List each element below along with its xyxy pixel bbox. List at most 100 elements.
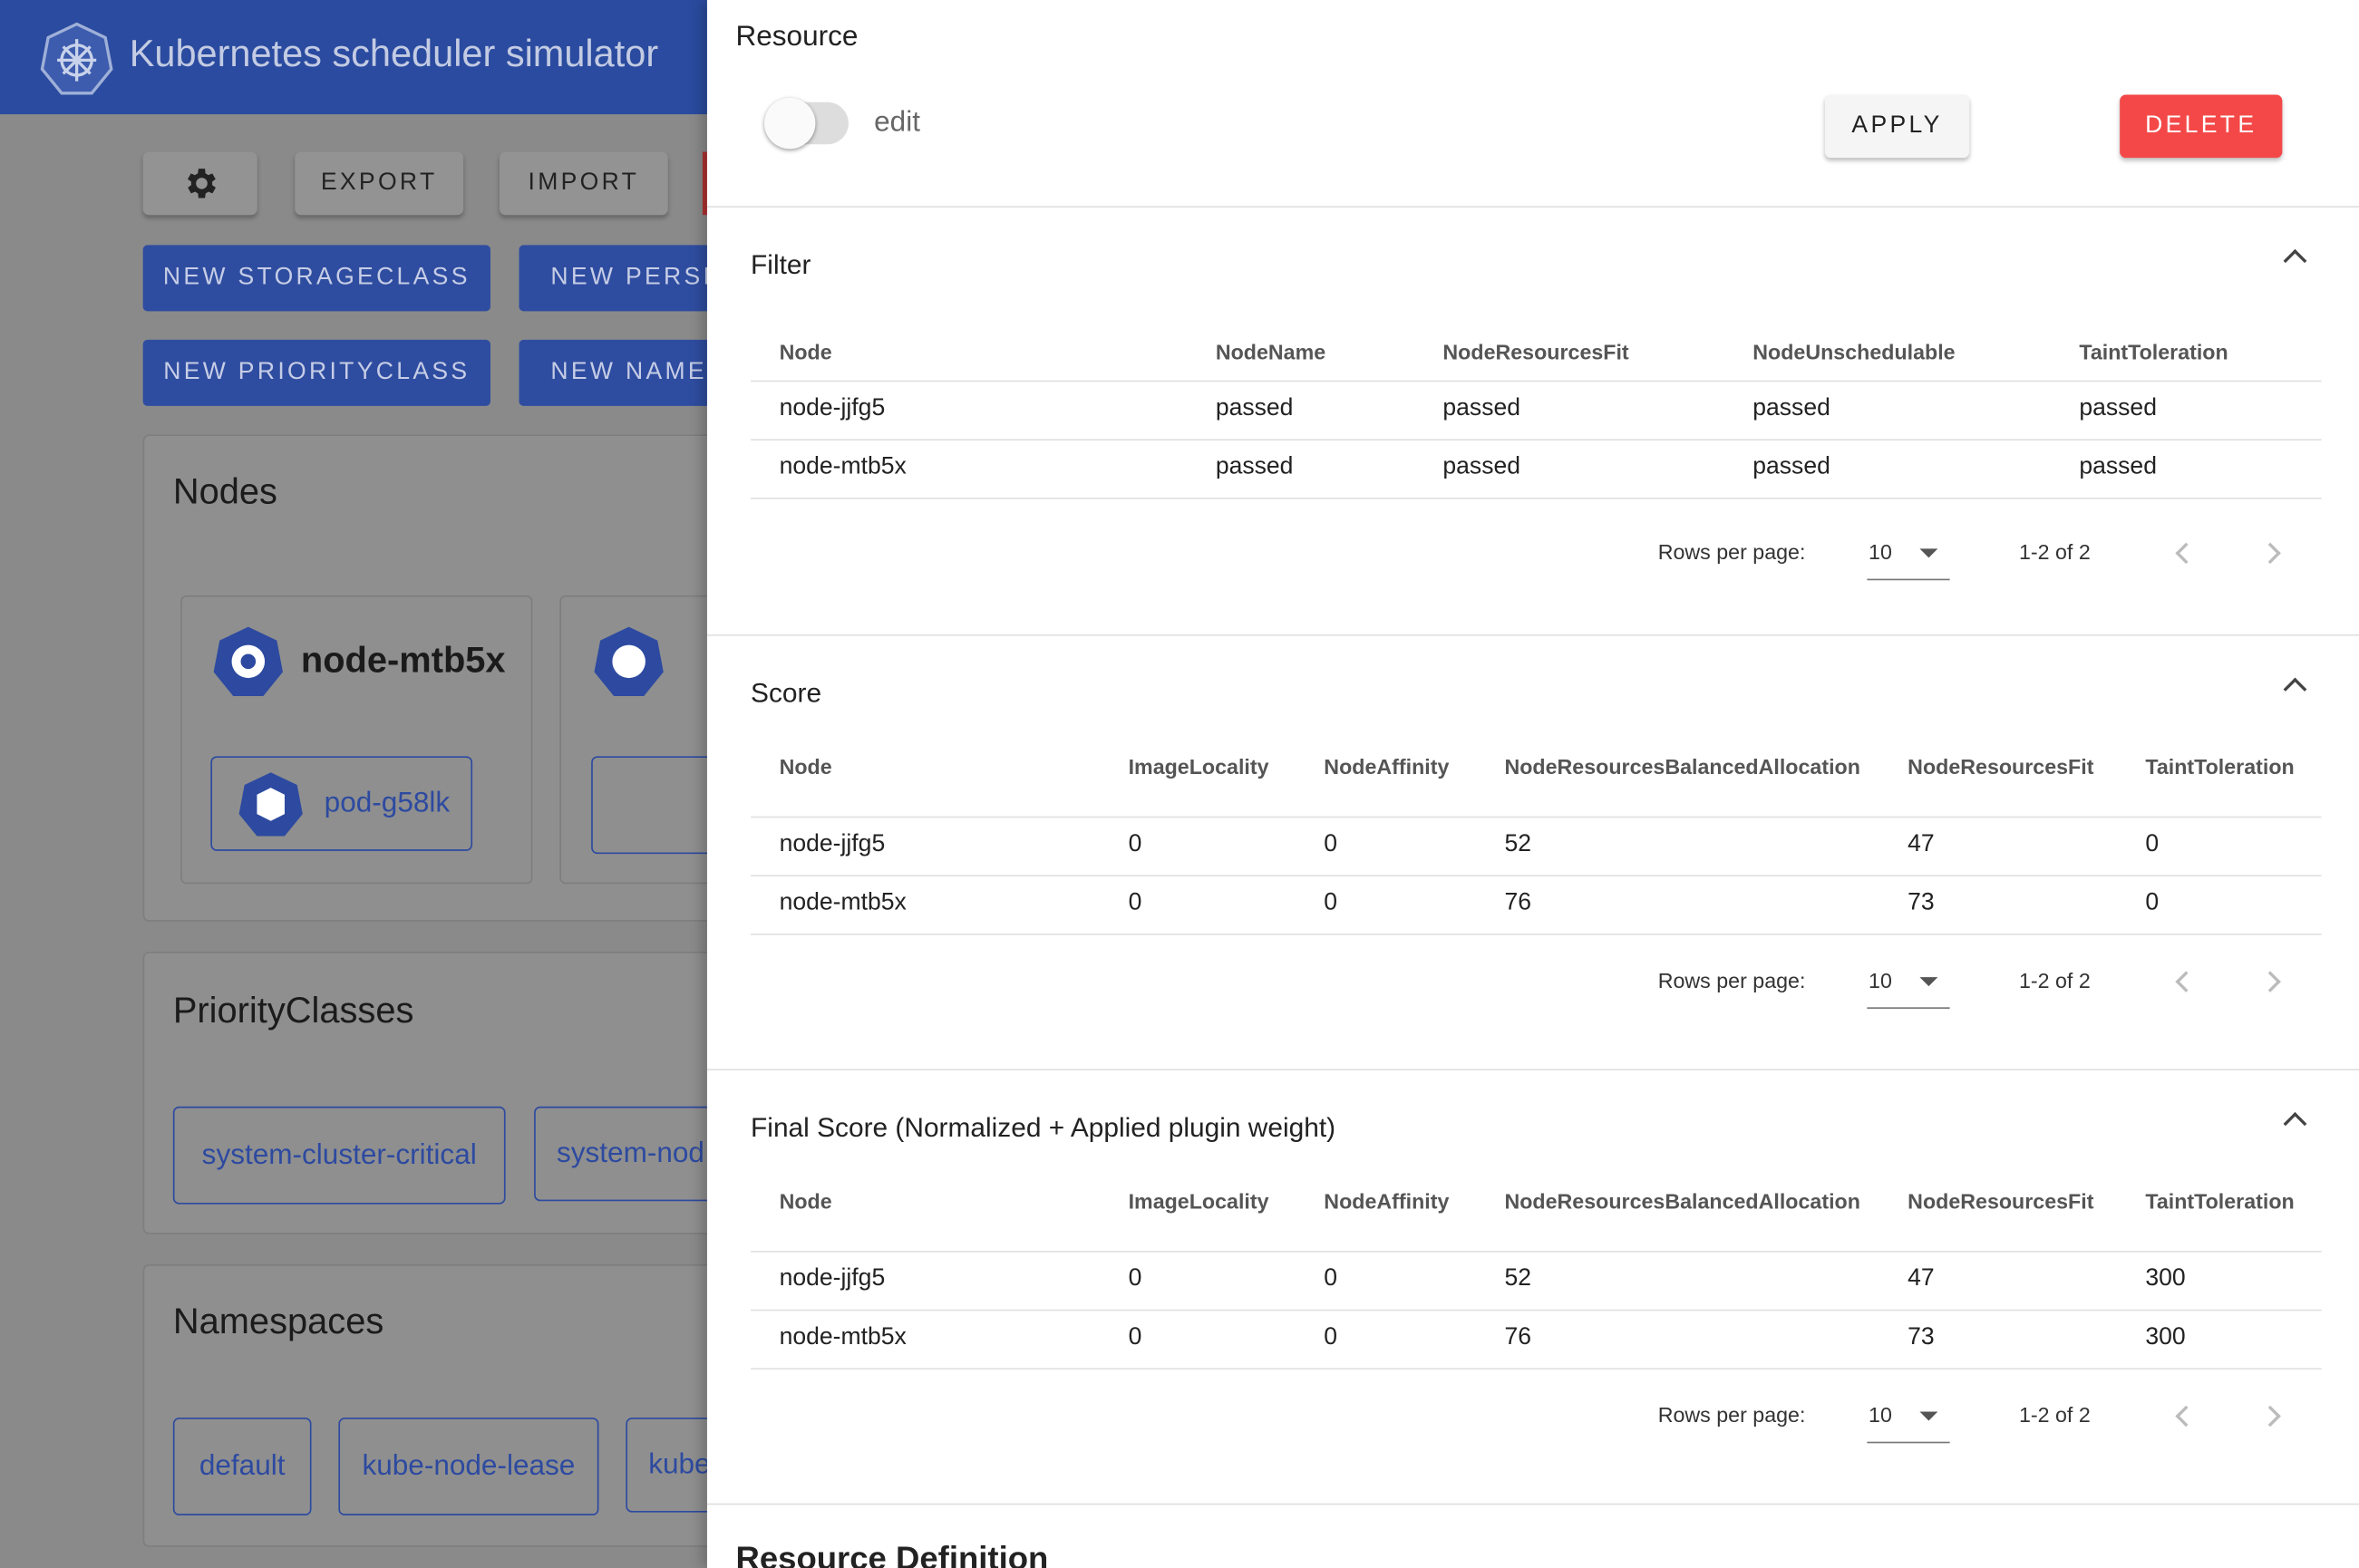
- column-header: Node: [779, 339, 832, 364]
- divider: [706, 1069, 2359, 1070]
- namespace-chip[interactable]: kube-node-lease: [338, 1418, 599, 1515]
- pod-icon: [238, 772, 303, 837]
- table-cell: 0: [1128, 1324, 1142, 1350]
- column-header: NodeResourcesFit: [1908, 1189, 2094, 1214]
- row-divider: [751, 380, 2322, 382]
- node-card[interactable]: [180, 595, 533, 885]
- column-header: Node: [779, 1189, 832, 1214]
- pod-chip[interactable]: pod-g58lk: [210, 756, 473, 851]
- divider: [706, 206, 2359, 208]
- table-cell: 0: [1128, 1265, 1142, 1292]
- table-cell: node-jjfg5: [779, 831, 886, 857]
- collapse-icon[interactable]: [2283, 1111, 2307, 1136]
- row-divider: [751, 1368, 2322, 1370]
- rows-per-page-select[interactable]: 10: [1869, 1402, 1892, 1428]
- node-name: node-mtb5x: [300, 640, 506, 682]
- table-cell: passed: [1752, 453, 1830, 480]
- toggle-label: edit: [874, 106, 920, 139]
- app-bar: Kubernetes scheduler simulator: [0, 0, 707, 115]
- row-divider: [751, 439, 2322, 440]
- table-cell: 0: [1324, 1324, 1338, 1350]
- table-cell: passed: [1215, 395, 1294, 421]
- app-title: Kubernetes scheduler simulator: [129, 33, 659, 75]
- column-header: NodeName: [1215, 339, 1326, 364]
- table-cell: node-jjfg5: [779, 395, 886, 421]
- row-divider: [751, 1309, 2322, 1312]
- next-page[interactable]: [2259, 971, 2281, 992]
- next-page[interactable]: [2259, 542, 2281, 565]
- table-cell: 76: [1504, 889, 1531, 916]
- page-range: 1-2 of 2: [2018, 968, 2091, 992]
- table-cell: 0: [1128, 889, 1142, 916]
- row-divider: [751, 875, 2322, 877]
- column-header: TaintToleration: [2145, 754, 2295, 779]
- table-cell: 47: [1908, 831, 1935, 857]
- table-cell: 0: [1128, 831, 1142, 857]
- table-cell: 52: [1504, 1265, 1531, 1292]
- divider: [706, 1503, 2359, 1505]
- collapse-icon[interactable]: [2283, 248, 2307, 273]
- column-header: NodeResourcesFit: [1442, 339, 1629, 364]
- column-header: ImageLocality: [1128, 754, 1269, 779]
- column-header: ImageLocality: [1128, 1189, 1269, 1214]
- delete-button[interactable]: DELETE: [2120, 94, 2283, 159]
- import-button[interactable]: IMPORT: [499, 151, 668, 216]
- table-cell: passed: [2079, 395, 2157, 421]
- settings-button[interactable]: [142, 151, 257, 216]
- section-title: Namespaces: [172, 1302, 384, 1343]
- table-cell: 300: [2145, 1265, 2186, 1292]
- prev-page[interactable]: [2175, 542, 2197, 565]
- table-cell: 0: [2145, 889, 2160, 916]
- table-cell: passed: [1752, 395, 1830, 421]
- row-divider: [751, 934, 2322, 935]
- column-header: NodeUnschedulable: [1752, 339, 1956, 364]
- column-header: TaintToleration: [2079, 339, 2228, 364]
- export-button[interactable]: EXPORT: [295, 151, 464, 216]
- table-cell: passed: [1442, 395, 1521, 421]
- namespaces-panel: [142, 1263, 778, 1547]
- toggle-thumb: [763, 97, 816, 150]
- new-storageclass-button[interactable]: NEW STORAGECLASS: [142, 245, 490, 312]
- table-cell: 47: [1908, 1265, 1935, 1292]
- table-cell: passed: [2079, 453, 2157, 480]
- section-title: Nodes: [172, 471, 277, 513]
- table-cell: 76: [1504, 1324, 1531, 1350]
- table-cell: 52: [1504, 831, 1531, 857]
- prev-page[interactable]: [2175, 971, 2197, 992]
- logo: [40, 22, 113, 95]
- column-header: NodeResourcesBalancedAllocation: [1504, 1189, 1860, 1214]
- select-arrow: [1919, 1411, 1938, 1421]
- table-cell: 300: [2145, 1324, 2186, 1350]
- row-divider: [751, 1251, 2322, 1253]
- table-cell: 0: [1324, 1265, 1338, 1292]
- node-icon: [594, 626, 664, 696]
- table-cell: 0: [2145, 831, 2160, 857]
- gear-icon: [188, 169, 216, 198]
- column-header: NodeAffinity: [1324, 1189, 1450, 1214]
- prev-page[interactable]: [2175, 1405, 2197, 1428]
- table-cell: passed: [1215, 453, 1294, 480]
- column-header: TaintToleration: [2145, 1189, 2295, 1214]
- apply-button[interactable]: APPLY: [1824, 94, 1970, 159]
- rows-per-page-label: Rows per page:: [1657, 539, 1806, 565]
- new-priorityclass-button[interactable]: NEW PRIORITYCLASS: [142, 339, 490, 406]
- table-cell: 73: [1908, 1324, 1935, 1350]
- section-title: Final Score (Normalized + Applied plugin…: [751, 1112, 1336, 1143]
- next-page[interactable]: [2259, 1405, 2281, 1428]
- select-arrow: [1919, 548, 1938, 558]
- divider: [706, 634, 2359, 636]
- section-title: PriorityClasses: [172, 991, 414, 1031]
- rows-per-page-select[interactable]: 10: [1869, 968, 1892, 992]
- priorityclass-chip[interactable]: system-cluster-critical: [172, 1106, 506, 1205]
- column-header: NodeResourcesBalancedAllocation: [1504, 754, 1860, 779]
- namespace-chip[interactable]: default: [172, 1418, 312, 1515]
- rows-per-page-select[interactable]: 10: [1869, 539, 1892, 565]
- definition-title: Resource Definition: [735, 1539, 1049, 1568]
- row-divider: [751, 816, 2322, 818]
- collapse-icon[interactable]: [2283, 677, 2307, 702]
- select-arrow: [1919, 977, 1938, 987]
- page-range: 1-2 of 2: [2018, 539, 2091, 565]
- node-icon: [213, 626, 283, 696]
- page-range: 1-2 of 2: [2018, 1402, 2091, 1428]
